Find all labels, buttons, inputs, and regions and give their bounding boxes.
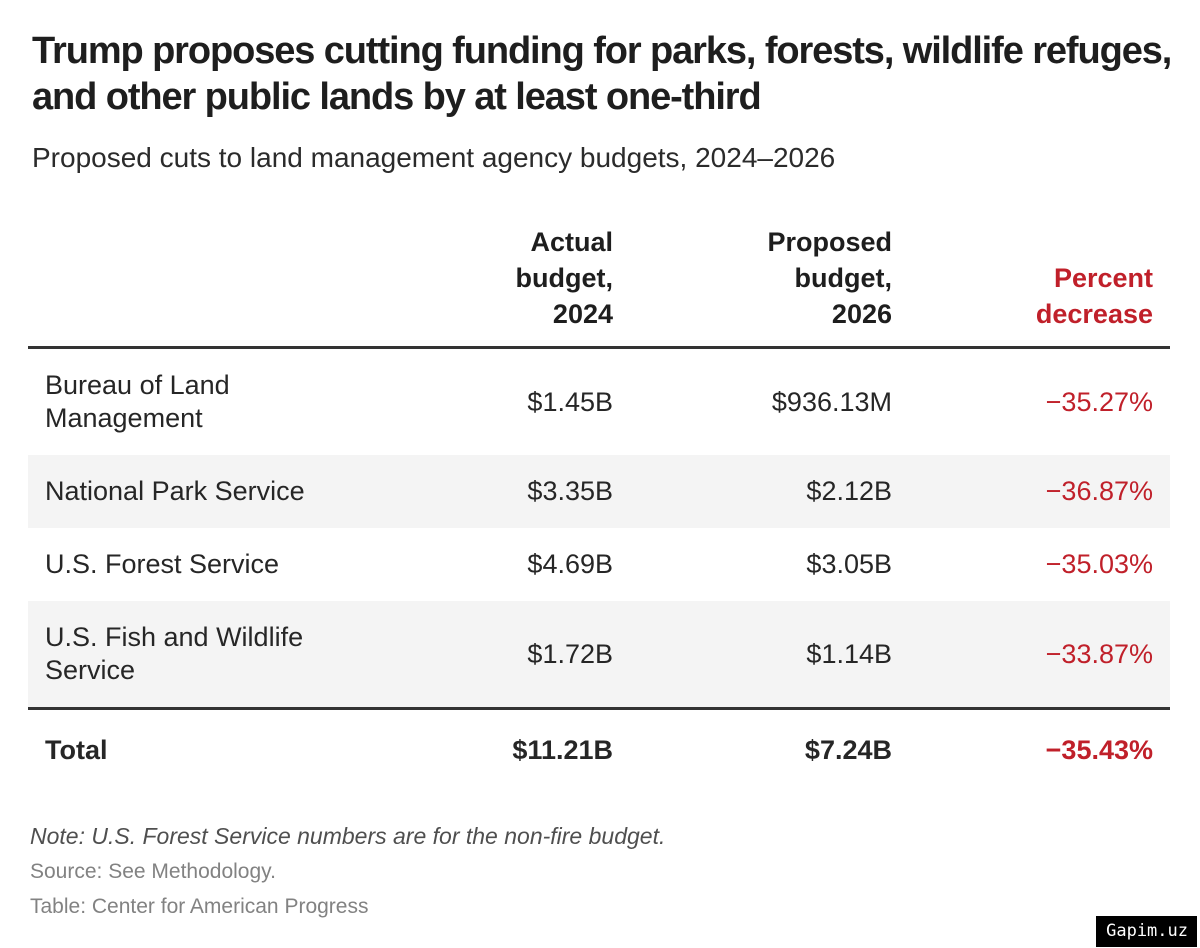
- col-header-percent-decrease: Percent decrease: [892, 224, 1170, 349]
- percent-decrease-cell: −36.87%: [1045, 476, 1153, 506]
- proposed-budget-cell: $936.13M: [771, 386, 892, 417]
- col-header-actual-budget: Actual budget, 2024: [378, 224, 613, 349]
- agency-name-cell: National Park Service: [45, 476, 305, 506]
- col-header-proposed-budget: Proposed budget, 2026: [613, 224, 892, 349]
- watermark-badge: Gapim.uz: [1096, 916, 1197, 947]
- total-row: Total $11.21B $7.24B −35.43%: [28, 707, 1170, 793]
- percent-decrease-cell: −33.87%: [1045, 638, 1153, 669]
- page-subtitle: Proposed cuts to land management agency …: [32, 142, 836, 173]
- percent-decrease-cell: −35.03%: [1045, 549, 1153, 579]
- proposed-budget-cell: $1.14B: [806, 638, 892, 669]
- table-row: National Park Service $3.35B $2.12B −36.…: [28, 455, 1170, 528]
- table-body: Bureau of Land Management $1.45B $936.13…: [28, 348, 1170, 793]
- actual-budget-cell: $4.69B: [527, 549, 613, 579]
- table-row: U.S. Fish and Wildlife Service $1.72B $1…: [28, 601, 1170, 709]
- agency-name-cell: U.S. Forest Service: [45, 549, 280, 579]
- header-row: Actual budget, 2024 Proposed budget, 202…: [28, 224, 1170, 349]
- total-actual-budget-cell: $11.21B: [378, 707, 613, 793]
- col-header-agency: [28, 224, 378, 349]
- page-title: Trump proposes cutting funding for parks…: [32, 30, 1172, 118]
- percent-decrease-cell: −35.27%: [1045, 386, 1153, 417]
- note-text: Note: U.S. Forest Service numbers are fo…: [30, 823, 666, 849]
- credit-text: Table: Center for American Progress: [30, 895, 369, 918]
- table-row: U.S. Forest Service $4.69B $3.05B −35.03…: [28, 528, 1170, 601]
- table-header: Actual budget, 2024 Proposed budget, 202…: [28, 224, 1170, 349]
- source-text: Source: See Methodology.: [30, 860, 276, 883]
- total-percent-decrease-cell: −35.43%: [892, 707, 1170, 793]
- budget-table: Actual budget, 2024 Proposed budget, 202…: [28, 224, 1170, 793]
- actual-budget-cell: $1.45B: [527, 386, 613, 417]
- footer-notes: Note: U.S. Forest Service numbers are fo…: [30, 823, 1170, 919]
- actual-budget-cell: $3.35B: [527, 476, 613, 506]
- total-proposed-budget-cell: $7.24B: [613, 707, 892, 793]
- actual-budget-cell: $1.72B: [527, 638, 613, 669]
- agency-name-cell: Bureau of Land Management: [45, 370, 230, 433]
- proposed-budget-cell: $2.12B: [806, 476, 892, 506]
- table-row: Bureau of Land Management $1.45B $936.13…: [28, 348, 1170, 456]
- agency-name-cell: U.S. Fish and Wildlife Service: [45, 622, 304, 685]
- proposed-budget-cell: $3.05B: [806, 549, 892, 579]
- total-label-cell: Total: [28, 707, 378, 793]
